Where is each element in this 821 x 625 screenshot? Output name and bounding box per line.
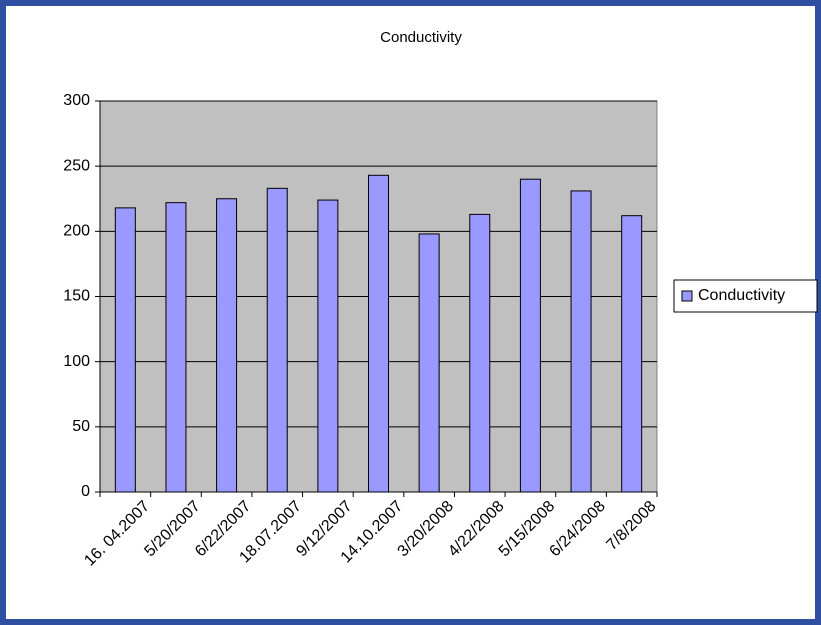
- chart-title: Conductivity: [380, 29, 462, 46]
- bar: [570, 190, 592, 493]
- legend-swatch: [681, 290, 693, 302]
- bar: [469, 213, 491, 493]
- bar: [114, 207, 136, 493]
- bar: [621, 215, 643, 493]
- y-tick-label: 300: [63, 92, 90, 109]
- bar: [418, 233, 440, 493]
- bar: [317, 199, 339, 493]
- bar: [165, 202, 187, 493]
- legend-box: [673, 279, 818, 313]
- legend-label: Conductivity: [698, 287, 785, 304]
- y-tick-label: 150: [63, 288, 90, 305]
- y-tick-label: 250: [63, 157, 90, 174]
- y-tick-label: 0: [81, 483, 90, 500]
- bar: [368, 174, 389, 493]
- bar: [266, 187, 288, 493]
- y-tick-label: 200: [63, 223, 90, 240]
- bar: [519, 178, 541, 493]
- y-tick-label: 100: [63, 353, 90, 370]
- legend: Conductivity: [673, 279, 818, 313]
- y-tick-label: 50: [72, 418, 90, 435]
- bar: [216, 198, 238, 493]
